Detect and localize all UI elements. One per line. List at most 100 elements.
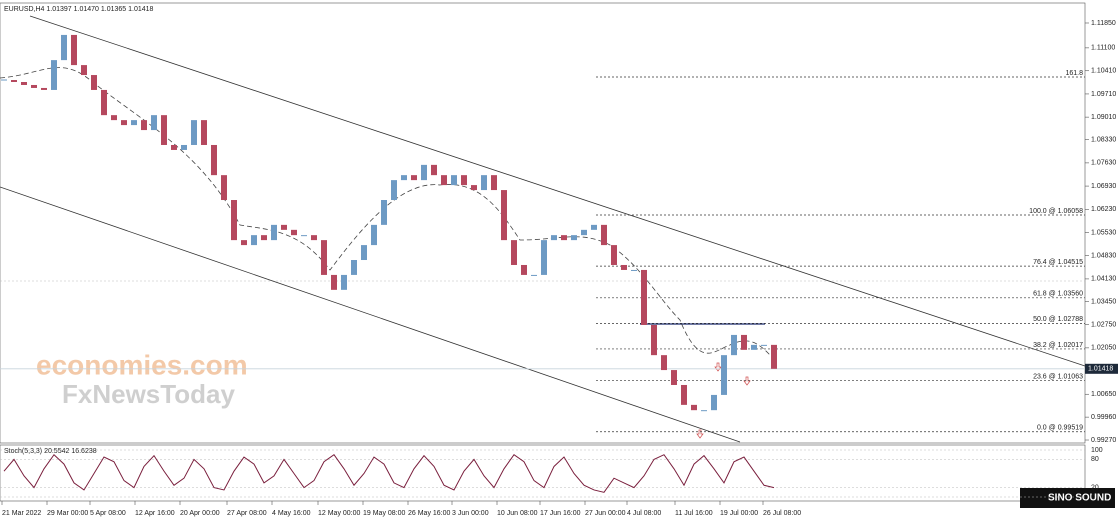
x-tick-label: 27 Jun 00:00 bbox=[585, 510, 626, 517]
fib-label: 100.0 @ 1.06058 bbox=[1029, 208, 1083, 215]
y-tick-label: 1.09010 bbox=[1091, 114, 1116, 121]
x-tick-label: 26 May 16:00 bbox=[408, 510, 451, 517]
last-price-label: 1.01418 bbox=[1088, 366, 1113, 373]
y-tick-label: 1.03450 bbox=[1091, 298, 1116, 305]
candle bbox=[511, 240, 517, 265]
price-panel bbox=[0, 2, 1086, 444]
channel-lower bbox=[0, 186, 741, 443]
logo: SINO SOUND bbox=[1048, 493, 1111, 504]
candle bbox=[361, 245, 367, 261]
x-tick-label: 19 May 08:00 bbox=[363, 510, 406, 517]
candle bbox=[641, 269, 647, 325]
candle bbox=[471, 185, 477, 191]
candle bbox=[491, 175, 497, 191]
candle bbox=[401, 175, 407, 181]
candle bbox=[711, 394, 717, 411]
x-tick-label: 27 Apr 08:00 bbox=[227, 510, 267, 517]
candle bbox=[181, 144, 187, 150]
candle bbox=[151, 115, 157, 131]
x-tick-label: 20 Apr 00:00 bbox=[180, 510, 220, 517]
candle bbox=[261, 235, 267, 241]
y-tick-label: 0.99960 bbox=[1091, 414, 1116, 421]
y-tick-label: 1.06930 bbox=[1091, 183, 1116, 190]
x-tick-label: 17 Jun 16:00 bbox=[540, 510, 581, 517]
y-tick-label: 20 bbox=[1091, 484, 1099, 491]
candle bbox=[221, 175, 227, 201]
candle bbox=[551, 235, 557, 241]
candle bbox=[31, 84, 37, 88]
fib-label: 61.8 @ 1.03560 bbox=[1033, 291, 1083, 298]
candle bbox=[601, 224, 607, 246]
candle bbox=[331, 274, 337, 290]
candle bbox=[121, 120, 127, 126]
y-tick-label: 0 bbox=[1091, 494, 1095, 501]
y-tick-label: 1.04830 bbox=[1091, 253, 1116, 260]
fib-label: 38.2 @ 1.02017 bbox=[1033, 342, 1083, 349]
candle bbox=[671, 370, 677, 385]
candle bbox=[351, 260, 357, 275]
candle bbox=[381, 200, 387, 225]
x-tick-label: 12 May 00:00 bbox=[318, 510, 361, 517]
fib-label: 76.4 @ 1.04515 bbox=[1033, 259, 1083, 266]
logo-box bbox=[1020, 488, 1115, 508]
watermark: FxNewsToday bbox=[62, 379, 235, 409]
candle bbox=[171, 144, 177, 150]
candle bbox=[691, 404, 697, 411]
y-tick-label: 1.09710 bbox=[1091, 91, 1116, 98]
candle bbox=[721, 355, 727, 395]
candle bbox=[371, 224, 377, 246]
candle bbox=[501, 190, 507, 241]
x-tick-label: 12 Apr 16:00 bbox=[135, 510, 175, 517]
y-tick-label: 1.10410 bbox=[1091, 68, 1116, 75]
candle bbox=[451, 175, 457, 186]
candle bbox=[731, 334, 737, 356]
candle bbox=[771, 344, 777, 369]
y-tick-label: 1.04130 bbox=[1091, 276, 1116, 283]
x-tick-label: 11 Jul 16:00 bbox=[675, 510, 713, 517]
candle bbox=[281, 224, 287, 230]
candle bbox=[21, 82, 27, 85]
candle bbox=[141, 120, 147, 131]
arrow bbox=[696, 362, 751, 439]
candle bbox=[131, 120, 137, 126]
y-tick-label: 1.08330 bbox=[1091, 137, 1116, 144]
y-tick-label: 1.00650 bbox=[1091, 391, 1116, 398]
stoch-line bbox=[3, 453, 775, 493]
fib-label: 0.0 @ 0.99519 bbox=[1037, 425, 1083, 432]
y-tick-label: 1.05530 bbox=[1091, 229, 1116, 236]
candle bbox=[1, 79, 7, 81]
candle bbox=[571, 235, 577, 241]
moving-average bbox=[0, 67, 771, 356]
candle bbox=[611, 245, 617, 265]
candle bbox=[651, 324, 657, 356]
indicator-title: Stoch(5,3,3) 20.5542 16.6238 bbox=[4, 448, 97, 455]
y-tick-label: 80 bbox=[1091, 456, 1099, 463]
x-tick-label: 19 Jul 00:00 bbox=[720, 510, 758, 517]
fib-label: 50.0 @ 1.02788 bbox=[1033, 316, 1083, 323]
candle bbox=[11, 80, 17, 82]
x-tick-label: 26 Jul 08:00 bbox=[763, 510, 801, 517]
candle bbox=[211, 144, 217, 176]
candle bbox=[51, 60, 57, 90]
y-tick-label: 100 bbox=[1091, 447, 1103, 454]
candle bbox=[581, 229, 587, 236]
candle bbox=[751, 344, 757, 350]
x-tick-label: 4 Jul 08:00 bbox=[627, 510, 661, 517]
candle bbox=[521, 264, 527, 275]
candle bbox=[421, 164, 427, 181]
channel-upper bbox=[29, 15, 1086, 367]
y-tick-label: 0.99270 bbox=[1091, 437, 1116, 444]
fib-label: 161.8 bbox=[1065, 70, 1083, 77]
candle bbox=[41, 87, 47, 90]
candle bbox=[441, 175, 447, 186]
y-tick-label: 1.11100 bbox=[1091, 45, 1115, 52]
candle bbox=[111, 115, 117, 121]
chart-title: EURUSD,H4 1.01397 1.01470 1.01365 1.0141… bbox=[4, 6, 154, 13]
y-tick-label: 1.06230 bbox=[1091, 206, 1116, 213]
candle bbox=[761, 344, 767, 346]
candle bbox=[271, 224, 277, 241]
candle bbox=[291, 229, 297, 236]
candle bbox=[681, 384, 687, 405]
candle bbox=[621, 264, 627, 270]
